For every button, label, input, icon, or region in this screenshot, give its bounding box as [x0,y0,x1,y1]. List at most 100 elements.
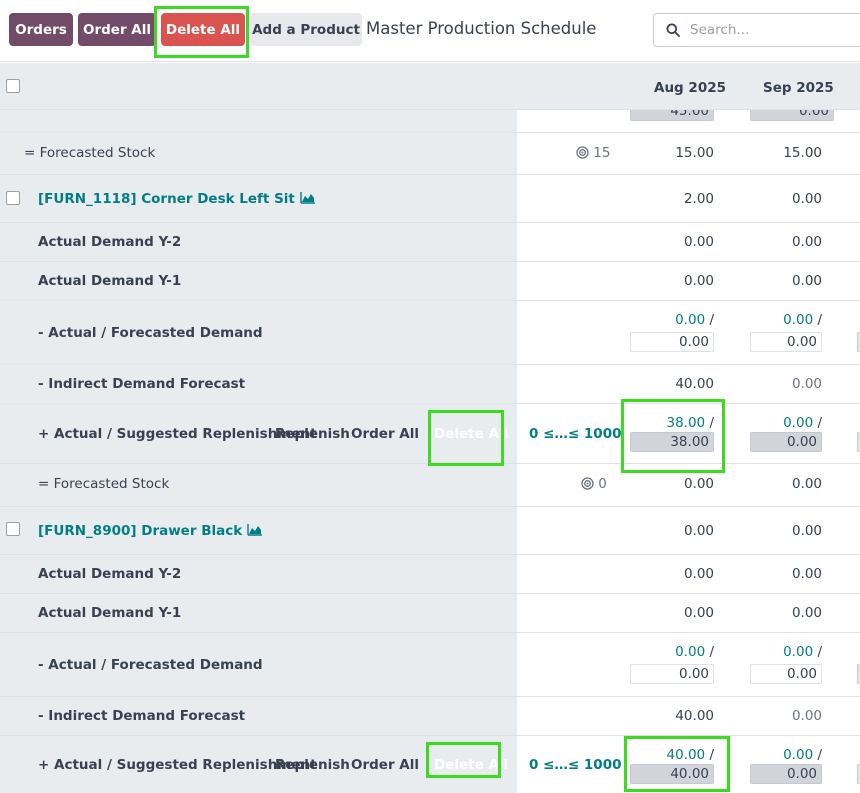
column-header-sep: Sep 2025 [763,80,834,96]
table-header: Aug 2025 Sep 2025 [0,63,860,110]
replenish-button[interactable]: Replenish [275,426,350,442]
cell-aug: 0.00 [683,234,714,250]
safety-stock[interactable]: 0 [581,476,607,492]
rule-range-link[interactable]: 0 ≤…≤ 1000 [529,757,622,773]
cell-sep: 15.00 [783,145,822,161]
next-cell-input[interactable] [857,664,860,684]
cell-aug: 0.00 [683,605,714,621]
rule-range-link[interactable]: 0 ≤…≤ 1000 [529,426,622,442]
control-panel: Orders Order All Delete All Add a Produc… [0,0,860,62]
order-all-row-button[interactable]: Order All [351,757,420,773]
table-row: Actual Demand Y-1 0.00 0.00 [0,262,860,301]
actual-demand-aug: 0.00 / [675,312,714,328]
next-cell-input[interactable] [857,432,860,452]
actual-replenish-sep[interactable]: 0.00 / [783,415,822,431]
delete-all-row-button[interactable]: Delete All [434,426,509,442]
cell-aug: 15.00 [675,145,714,161]
cell-aug: 40.00 [675,376,714,392]
actual-demand-sep: 0.00 / [783,644,822,660]
row-label: - Indirect Demand Forecast [38,376,246,392]
highlight-box [624,736,730,792]
row-label: = Forecasted Stock [24,145,156,161]
row-label: Actual Demand Y-2 [38,566,182,582]
delete-all-row-button[interactable]: Delete All [434,757,509,773]
product-link[interactable]: [FURN_1118] Corner Desk Left Sit [38,191,316,207]
replenish-button[interactable]: Replenish [275,757,350,773]
table-row: - Indirect Demand Forecast 40.00 0.00 [0,365,860,404]
replenish-suggested-input[interactable]: 40.00 [630,764,714,784]
cell-sep: 0.00 [791,191,822,207]
actual-replenish-sep[interactable]: 0.00 / [783,747,822,763]
highlight-box [621,399,725,473]
cell-sep: 0.00 [791,708,822,724]
orders-button[interactable]: Orders [9,13,73,46]
select-all-checkbox[interactable] [6,79,20,93]
cell-sep: 0.00 [791,566,822,582]
actual-replenish-aug[interactable]: 40.00 / [666,747,715,763]
search-box[interactable] [653,13,860,47]
search-icon [666,23,680,37]
add-product-button[interactable]: Add a Product [250,13,362,46]
delete-all-button[interactable]: Delete All [161,13,245,46]
cell-aug: 2.00 [683,191,714,207]
row-label: Actual Demand Y-2 [38,234,182,250]
table-row: Actual Demand Y-1 0.00 0.00 [0,594,860,633]
forecast-input[interactable]: 0.00 [750,664,822,684]
replenish-suggested-input[interactable]: 38.00 [630,432,714,452]
cell-aug: 40.00 [675,708,714,724]
row-label: - Indirect Demand Forecast [38,708,246,724]
replenish-suggested-input[interactable]: 0.00 [750,764,822,784]
safety-stock-value: 15 [593,145,611,161]
mps-table: 45.00 0.00 Aug 2025 Sep 2025 = Forecaste… [0,63,860,793]
cell-sep: 0.00 [791,273,822,289]
actual-demand-aug: 0.00 / [675,644,714,660]
table-row: - Actual / Forecasted Demand 0.00 / 0.00… [0,633,860,697]
product-row: [FURN_8900] Drawer Black 0.00 0.00 [0,507,860,555]
cell-sep: 0.00 [791,376,822,392]
safety-stock[interactable]: 15 [576,145,610,161]
product-row: [FURN_1118] Corner Desk Left Sit 2.00 0.… [0,175,860,223]
actual-replenish-aug[interactable]: 38.00 / [666,415,715,431]
forecast-input[interactable]: 0.00 [630,332,714,352]
highlight-box [154,6,249,58]
replenish-suggested-input[interactable]: 0.00 [750,432,822,452]
next-cell-input[interactable] [857,332,860,352]
order-all-button[interactable]: Order All [78,13,156,46]
product-checkbox[interactable] [6,522,20,536]
cell-sep: 0.00 [791,523,822,539]
area-chart-icon[interactable] [247,523,263,536]
table-row: Actual Demand Y-2 0.00 0.00 [0,223,860,262]
product-link[interactable]: [FURN_8900] Drawer Black [38,523,263,539]
page-title: Master Production Schedule [366,19,597,38]
next-cell-input[interactable] [857,764,860,784]
product-name[interactable]: [FURN_1118] Corner Desk Left Sit [38,191,295,207]
cell-sep: 0.00 [791,234,822,250]
row-label: + Actual / Suggested Replenishment [38,426,317,442]
highlight-box [426,742,501,778]
search-input[interactable] [690,22,850,38]
replenish-row: + Actual / Suggested Replenishment Reple… [0,399,860,473]
target-icon [581,477,594,490]
cell-aug: 0.00 [683,523,714,539]
cell-sep: 0.00 [791,476,822,492]
safety-stock-value: 0 [598,476,607,492]
row-label: - Actual / Forecasted Demand [38,657,263,673]
order-all-row-button[interactable]: Order All [351,426,420,442]
table-row: Actual Demand Y-2 0.00 0.00 [0,555,860,594]
table-row: - Indirect Demand Forecast 40.00 0.00 [0,697,860,736]
highlight-box [428,410,504,466]
row-label: = Forecasted Stock [38,476,170,492]
actual-demand-sep: 0.00 / [783,312,822,328]
area-chart-icon[interactable] [299,191,316,204]
cell-sep: 0.00 [791,605,822,621]
target-icon [576,146,589,159]
table-row: = Forecasted Stock 15 15.00 15.00 [0,133,860,175]
replenish-row: + Actual / Suggested Replenishment Reple… [0,736,860,793]
column-header-aug: Aug 2025 [654,80,726,96]
row-label: Actual Demand Y-1 [38,605,182,621]
forecast-input[interactable]: 0.00 [630,664,714,684]
product-name[interactable]: [FURN_8900] Drawer Black [38,523,243,539]
forecast-input[interactable]: 0.00 [750,332,822,352]
product-checkbox[interactable] [6,191,20,205]
row-label: - Actual / Forecasted Demand [38,325,263,341]
